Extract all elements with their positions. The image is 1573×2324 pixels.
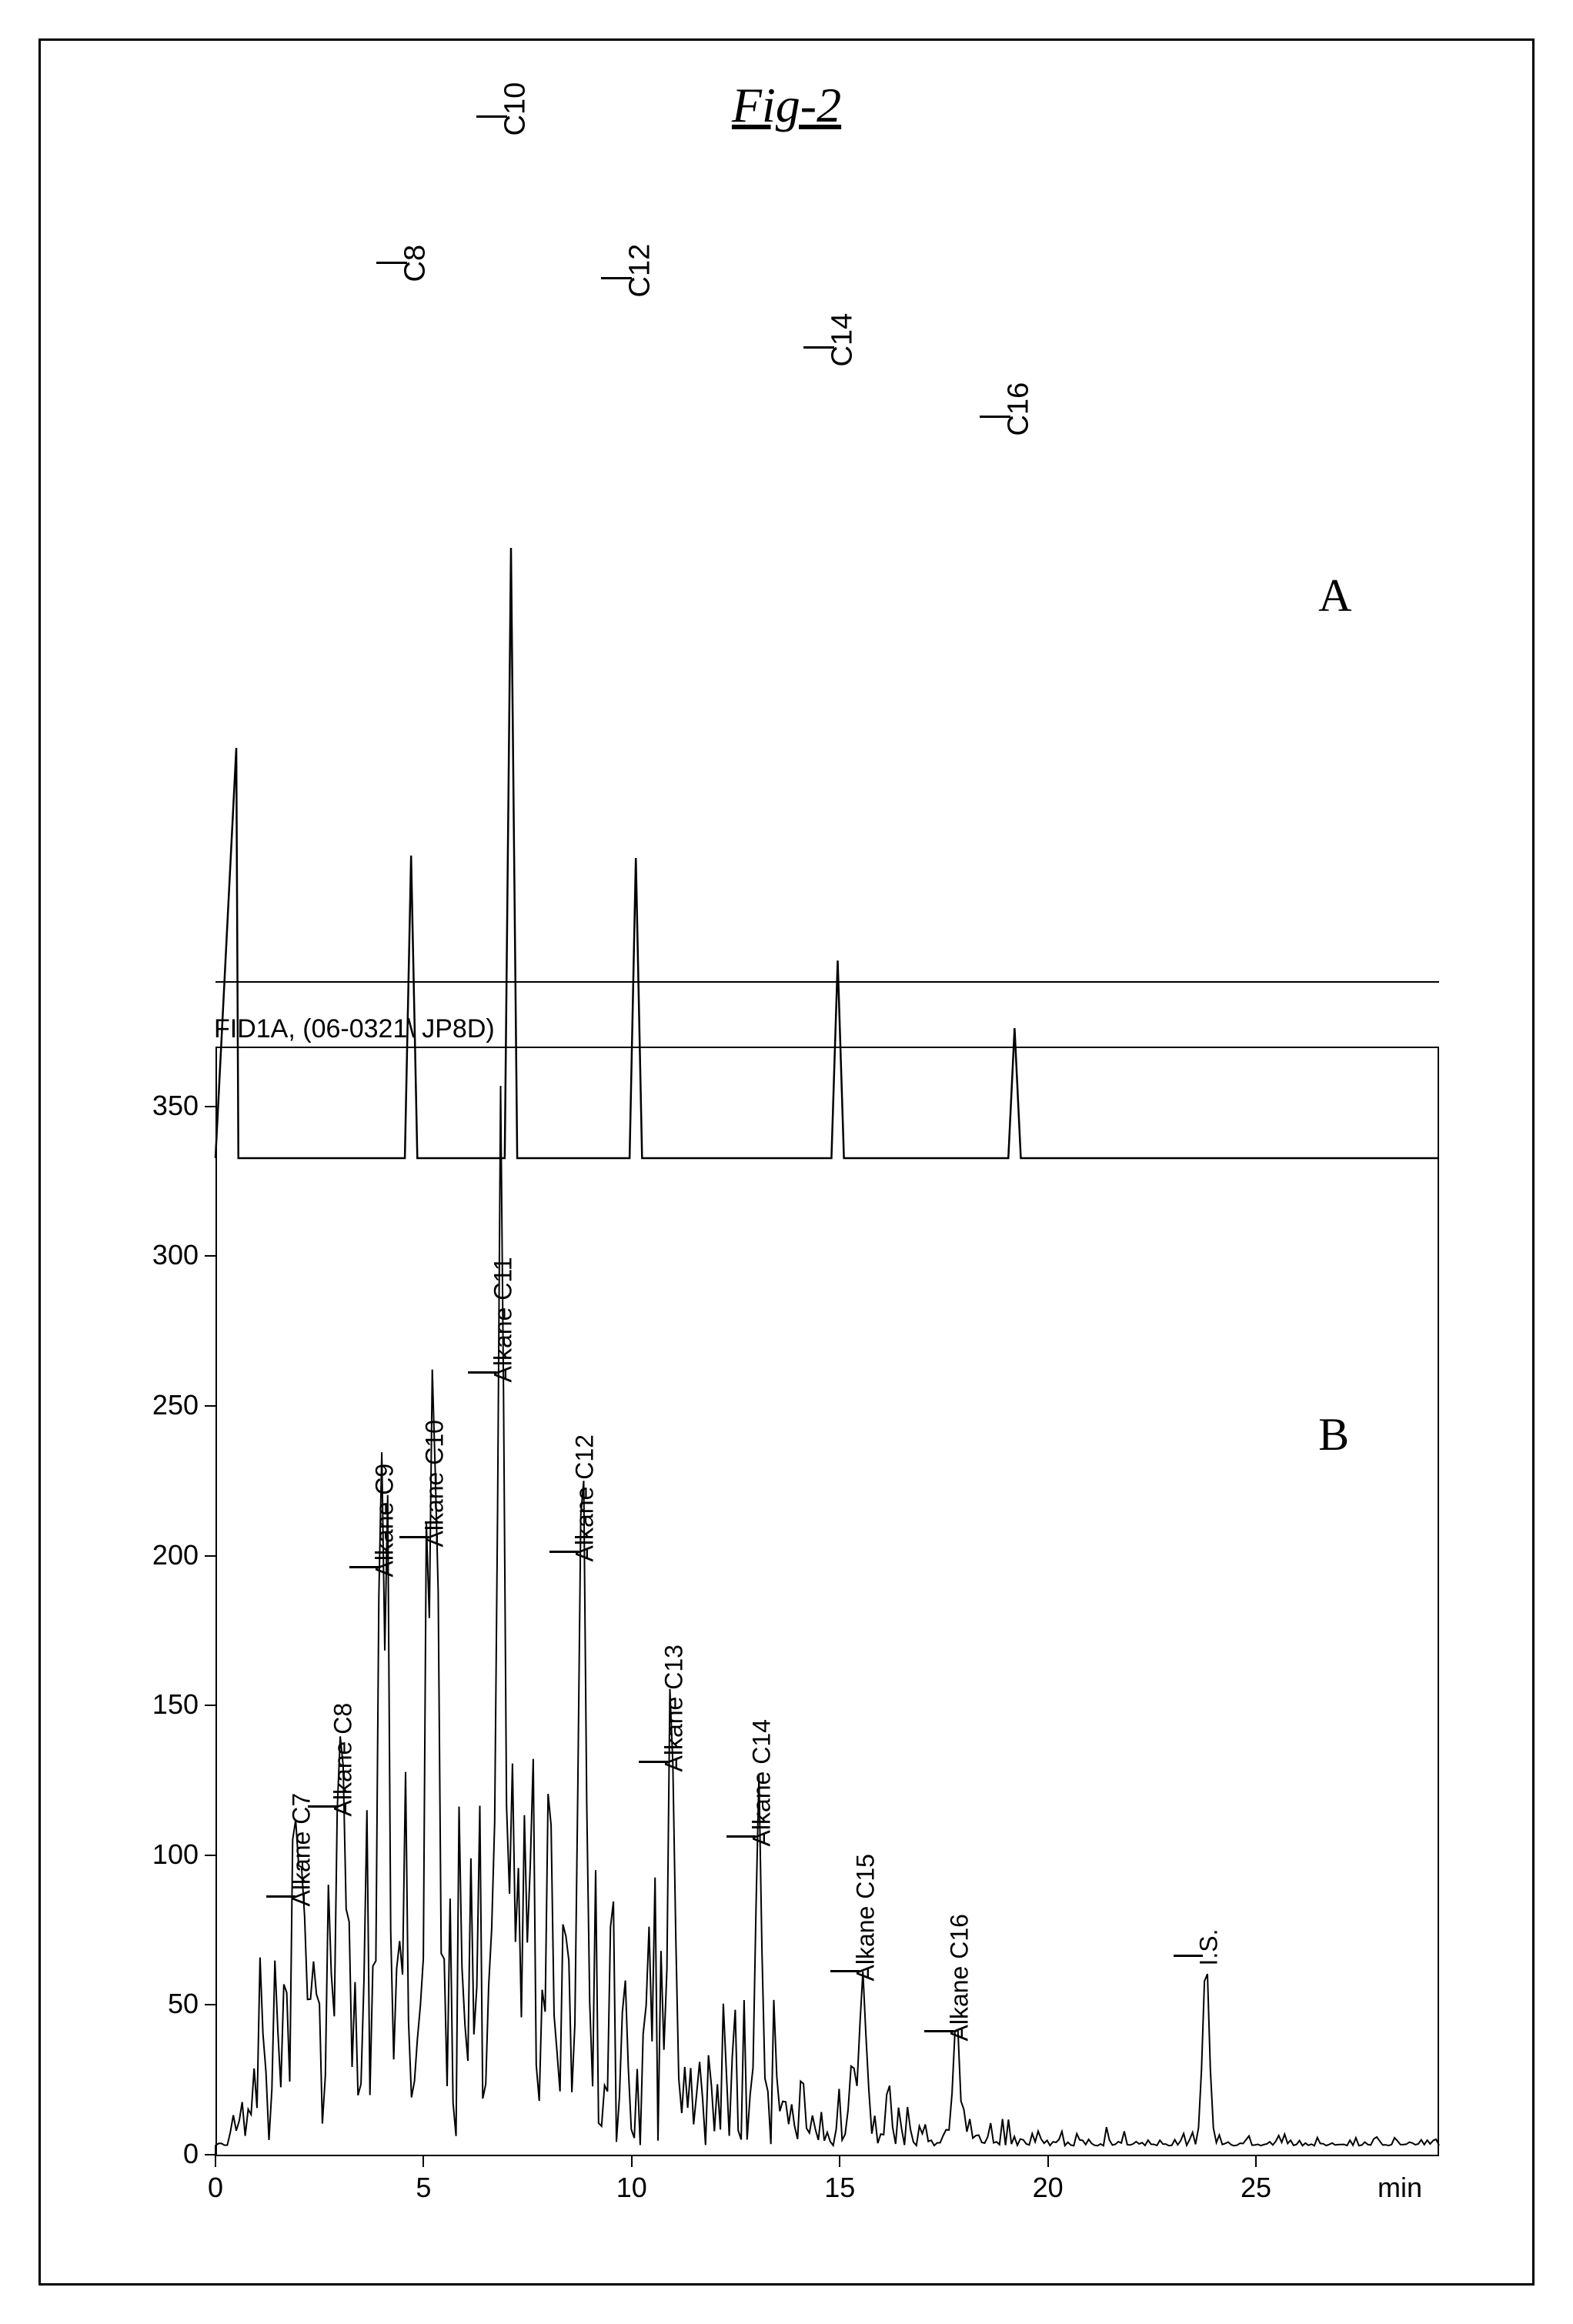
xtick: [839, 2155, 840, 2167]
ytick-label: 0: [115, 2138, 199, 2170]
ytick-label: 250: [115, 1389, 199, 1421]
xtick-label: 5: [392, 2172, 454, 2204]
chart-area: ABC8C10C12C14C16FID1A, (06-0321\ JP8D)05…: [215, 177, 1439, 2178]
peak-a-label-c14: C14: [826, 313, 859, 367]
panel-label-a: A: [1318, 569, 1351, 623]
xtick-label: 15: [809, 2172, 870, 2204]
peak-b-label: Alkane C15: [851, 1854, 880, 1981]
xaxis-unit: min: [1378, 2172, 1422, 2204]
xtick-label: 0: [185, 2172, 246, 2204]
peak-b-label: Alkane C11: [489, 1257, 518, 1382]
ytick: [205, 1705, 215, 1706]
xtick: [422, 2155, 424, 2167]
peak-b-label: Alkane C7: [288, 1793, 316, 1907]
ytick-label: 150: [115, 1688, 199, 1721]
peak-b-label: Alkane C14: [747, 1719, 776, 1846]
xtick-label: 25: [1225, 2172, 1287, 2204]
panel-b-frame-left: [215, 1047, 217, 2155]
peak-b-label: Alkane C12: [570, 1434, 599, 1561]
panel-b-frame-top: [215, 1047, 1439, 1048]
ytick: [205, 1255, 215, 1257]
ytick-label: 350: [115, 1090, 199, 1122]
ytick-label: 300: [115, 1239, 199, 1271]
panel-b-frame-right: [1438, 1047, 1439, 2155]
xtick: [631, 2155, 633, 2167]
peak-a-label-c16: C16: [1003, 382, 1036, 436]
ytick: [205, 1106, 215, 1107]
peak-a-label-c8: C8: [399, 245, 432, 282]
ytick-label: 200: [115, 1539, 199, 1571]
peak-b-label: Alkane C13: [660, 1644, 689, 1771]
xtick: [215, 2155, 216, 2167]
peak-b-label: Alkane C16: [945, 1914, 974, 2041]
ytick: [205, 1405, 215, 1407]
xtick-label: 20: [1017, 2172, 1079, 2204]
peak-b-label: Alkane C8: [329, 1703, 358, 1817]
peak-b-label: I.S.: [1195, 1929, 1224, 1966]
figure-title: Fig-2: [732, 77, 841, 134]
ytick: [205, 2154, 215, 2155]
peak-b-label: Alkane C10: [421, 1420, 449, 1547]
ytick: [205, 1555, 215, 1557]
ytick: [205, 1855, 215, 1856]
panel-b-trace: [215, 1047, 1439, 2158]
ytick: [205, 2004, 215, 2005]
peak-a-label-c12: C12: [624, 244, 657, 298]
peak-a-label-c10: C10: [499, 82, 532, 136]
xtick: [1047, 2155, 1049, 2167]
xtick: [1255, 2155, 1257, 2167]
xtick-label: 10: [601, 2172, 663, 2204]
ytick-label: 50: [115, 1988, 199, 2020]
ytick-label: 100: [115, 1838, 199, 1871]
panel-b-title: FID1A, (06-0321\ JP8D): [214, 1014, 495, 1044]
peak-b-label: Alkane C9: [371, 1463, 399, 1577]
panel-a-baseline: [215, 981, 1439, 983]
panel-label-b: B: [1318, 1408, 1349, 1461]
